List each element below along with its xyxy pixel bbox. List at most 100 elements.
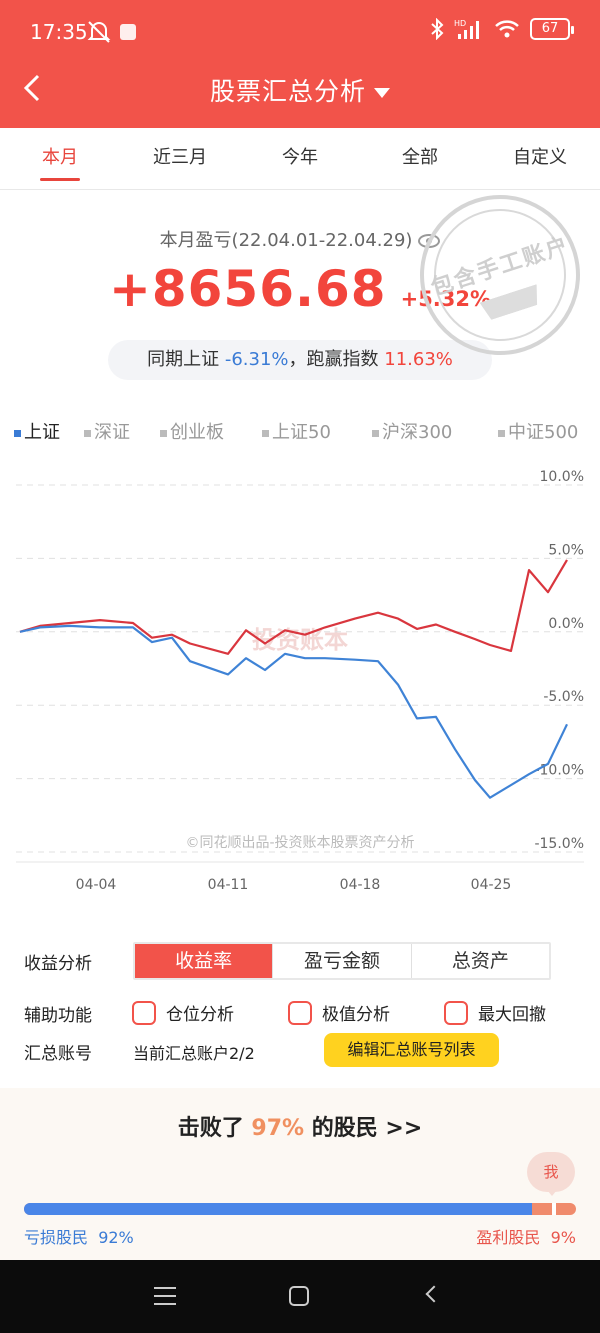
ranking-panel: 击败了 97% 的股民 >> 我 亏损股民 92% 盈利股民 9% <box>0 1088 600 1260</box>
wifi-icon <box>495 20 519 38</box>
return-chart[interactable]: 投资账本 10.0% 5.0% 0.0% -5.0% -10.0% -15.0% ©同花顺出品… <box>0 460 600 900</box>
compare-label: 同期上证 <box>147 349 220 370</box>
index-label: 创业板 <box>170 422 224 443</box>
period-tabs: 本月 近三月 今年 全部 自定义 <box>0 128 600 190</box>
svg-text:HD: HD <box>454 19 466 28</box>
index-label: 中证500 <box>508 422 579 443</box>
index-selector: 上证 深证 创业板 上证50 沪深300 中证500 <box>0 412 600 448</box>
y-tick-label: -5.0% <box>543 689 584 705</box>
top-bar: 17:35 HD 67 股票汇总分析 <box>0 0 600 128</box>
y-tick-label: 10.0% <box>540 469 584 485</box>
checkbox-label: 极值分析 <box>322 1005 390 1025</box>
chevron-down-icon <box>374 88 390 98</box>
loss-portion <box>24 1203 532 1215</box>
x-tick-label: 04-11 <box>208 877 249 893</box>
legend-marker <box>498 429 505 437</box>
segment-profit-amount[interactable]: 盈亏金额 <box>273 944 412 978</box>
legend-marker <box>14 429 21 437</box>
menu-icon[interactable] <box>154 1287 176 1305</box>
edit-account-list-button[interactable]: 编辑汇总账号列表 <box>324 1033 499 1067</box>
page-title-text: 股票汇总分析 <box>209 77 366 106</box>
summary-account-label: 汇总账号 <box>24 1044 92 1064</box>
tab-this-month[interactable]: 本月 <box>0 128 120 189</box>
me-position-marker <box>551 1203 556 1215</box>
back-arrow-icon[interactable] <box>18 68 48 108</box>
mute-icon <box>87 21 111 43</box>
tab-this-year[interactable]: 今年 <box>282 147 318 168</box>
x-tick-label: 04-18 <box>340 877 381 893</box>
y-tick-label: 0.0% <box>548 616 584 632</box>
profit-values: +8656.68 +5.32% <box>0 260 600 318</box>
index-label: 上证 <box>24 422 60 443</box>
extremum-analysis-checkbox[interactable]: 极值分析 <box>288 1000 390 1025</box>
checkbox-icon <box>288 1000 312 1025</box>
headline-percent: 97% <box>251 1116 305 1141</box>
profit-percent: +5.32% <box>400 287 492 311</box>
y-tick-label: 5.0% <box>548 542 584 558</box>
beat-label: ，跑赢指数 <box>288 349 379 370</box>
tab-custom[interactable]: 自定义 <box>513 147 567 168</box>
index-sz[interactable]: 深证 <box>84 418 130 444</box>
signal-icon: HD <box>454 19 479 39</box>
system-nav-bar <box>0 1260 600 1333</box>
position-analysis-checkbox[interactable]: 仓位分析 <box>132 1000 234 1025</box>
profit-amount: +8656.68 <box>108 260 387 318</box>
checkbox-icon <box>444 1000 468 1025</box>
gain-label: 盈利股民 <box>476 1228 541 1247</box>
checkbox-label: 最大回撤 <box>478 1005 546 1025</box>
portfolio-return-line <box>19 559 568 655</box>
loss-label: 亏损股民 <box>24 1228 89 1247</box>
status-bar: 17:35 HD 67 <box>0 0 600 64</box>
x-tick-label: 04-25 <box>471 877 512 893</box>
y-tick-label: -15.0% <box>534 836 584 852</box>
ranking-bar <box>24 1203 576 1215</box>
status-right: HD 67 <box>430 18 574 40</box>
ranking-headline[interactable]: 击败了 97% 的股民 >> <box>0 1110 600 1142</box>
index-hs300[interactable]: 沪深300 <box>372 418 452 444</box>
chart-watermark: 投资账本 <box>252 626 348 654</box>
headline-suffix: 的股民 >> <box>304 1116 423 1141</box>
index-label: 沪深300 <box>382 422 453 443</box>
index-sz50[interactable]: 上证50 <box>262 418 331 444</box>
index-cyb[interactable]: 创业板 <box>160 418 224 444</box>
headline-prefix: 击败了 <box>177 1116 252 1141</box>
checkbox-label: 仓位分析 <box>166 1005 234 1025</box>
legend-marker <box>262 429 269 437</box>
tab-all[interactable]: 全部 <box>402 147 438 168</box>
chart-footer: ©同花顺出品-投资账本股票资产分析 <box>185 835 414 851</box>
loss-percent: 92% <box>98 1228 134 1247</box>
return-analysis-label: 收益分析 <box>24 954 92 974</box>
loss-investors: 亏损股民 92% <box>24 1224 134 1248</box>
index-sh[interactable]: 上证 <box>14 418 60 444</box>
legend-marker <box>372 429 379 437</box>
home-icon[interactable] <box>289 1286 309 1306</box>
legend-marker <box>160 429 167 437</box>
index-label: 上证50 <box>272 422 331 443</box>
max-drawdown-checkbox[interactable]: 最大回撤 <box>444 1000 546 1025</box>
status-time: 17:35 <box>30 20 88 44</box>
eye-icon[interactable] <box>418 234 441 248</box>
analysis-segmented-control: 收益率 盈亏金额 总资产 <box>133 942 551 980</box>
return-chart-svg: 投资账本 10.0% 5.0% 0.0% -5.0% -10.0% -15.0% ©同花顺出品… <box>16 469 584 893</box>
index-label: 深证 <box>94 422 130 443</box>
gain-percent: 9% <box>550 1228 576 1247</box>
legend-marker <box>84 429 91 437</box>
profit-summary: 本月盈亏(22.04.01-22.04.29) +8656.68 +5.32% 同… <box>0 192 600 392</box>
tab-three-months[interactable]: 近三月 <box>153 147 207 168</box>
app-notification-icon <box>120 24 136 40</box>
back-icon[interactable] <box>425 1285 443 1303</box>
checkbox-icon <box>132 1000 156 1025</box>
index-return-line <box>19 624 568 799</box>
index-compare: 同期上证 -6.31%，跑赢指数 11.63% <box>108 340 492 380</box>
me-marker-bubble: 我 <box>527 1152 575 1196</box>
gain-investors: 盈利股民 9% <box>476 1224 576 1248</box>
segment-total-assets[interactable]: 总资产 <box>451 950 509 972</box>
segment-return-rate[interactable]: 收益率 <box>135 944 274 978</box>
beat-value: 11.63% <box>384 349 453 370</box>
page-title[interactable]: 股票汇总分析 <box>0 72 600 108</box>
index-zz500[interactable]: 中证500 <box>498 418 578 444</box>
period-text: 本月盈亏(22.04.01-22.04.29) <box>159 230 413 251</box>
compare-value: -6.31% <box>224 349 289 370</box>
current-account-value: 当前汇总账户2/2 <box>133 1044 255 1063</box>
bluetooth-icon <box>431 18 444 40</box>
